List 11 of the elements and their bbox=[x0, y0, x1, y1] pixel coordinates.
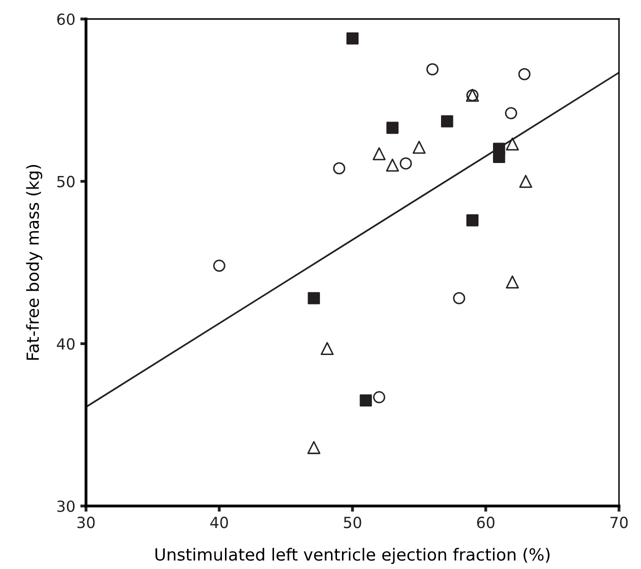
y-tick-label: 60 bbox=[57, 13, 75, 26]
y-tick-label: 40 bbox=[56, 338, 75, 350]
y-axis-title: Fat-free body mass (kg) bbox=[26, 165, 42, 360]
x-tick-label: 60 bbox=[477, 516, 494, 528]
x-tick-label: 70 bbox=[610, 516, 628, 528]
x-tick-label: 50 bbox=[344, 516, 362, 528]
y-tick-label: 30 bbox=[57, 500, 75, 512]
y-tick-label: 50 bbox=[57, 176, 75, 188]
x-axis-title: Unstimulated left ventricle ejection fraction (%) bbox=[155, 548, 550, 564]
x-tick-label: 30 bbox=[77, 516, 95, 528]
x-tick-label: 40 bbox=[210, 516, 228, 528]
